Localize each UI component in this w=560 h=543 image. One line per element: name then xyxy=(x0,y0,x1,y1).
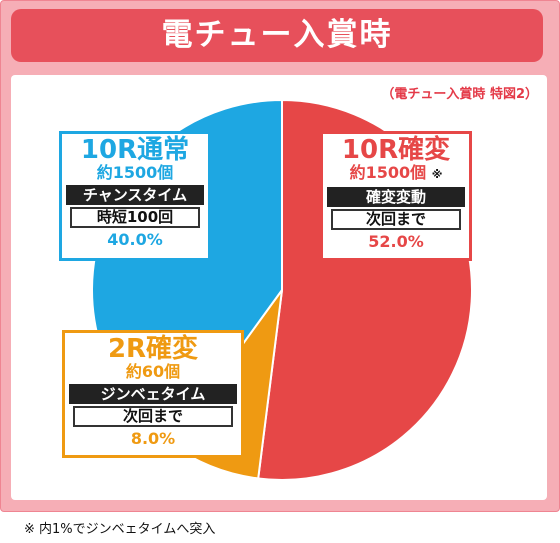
slice-mode: 確変変動 xyxy=(327,187,465,207)
slice-count: 約1500個 ※ xyxy=(349,163,443,182)
slice-name: 10R通常 xyxy=(80,135,190,165)
slice-label-10r-normal: 10R通常 約1500個 チャンスタイム 時短100回 40.0% xyxy=(59,131,211,261)
slice-percent: 40.0% xyxy=(107,230,163,249)
slice-count: 約1500個 xyxy=(96,163,174,182)
slice-name: 10R確変 xyxy=(341,135,451,165)
slice-label-10r-kakuhen: 10R確変 約1500個 ※ 確変変動 次回まで 52.0% xyxy=(320,131,472,261)
slice-detail: 次回まで xyxy=(73,406,233,427)
chart-subtitle: （電チュー入賞時 特図2） xyxy=(381,87,538,102)
note-mark: ※ xyxy=(431,168,443,181)
slice-percent: 8.0% xyxy=(130,429,176,448)
slice-detail: 次回まで xyxy=(331,209,461,230)
slice-count: 約60個 xyxy=(125,362,181,381)
chart-title: 電チュー入賞時 xyxy=(11,9,543,62)
slice-mode: ジンベェタイム xyxy=(69,384,237,404)
slice-detail: 時短100回 xyxy=(70,207,200,228)
footnote: ※ 内1%でジンベェタイムへ突入 xyxy=(24,522,216,537)
slice-mode: チャンスタイム xyxy=(66,185,204,205)
slice-name: 2R確変 xyxy=(107,334,199,364)
slice-percent: 52.0% xyxy=(368,232,424,251)
slice-label-2r-kakuhen: 2R確変 約60個 ジンベェタイム 次回まで 8.0% xyxy=(62,330,244,458)
